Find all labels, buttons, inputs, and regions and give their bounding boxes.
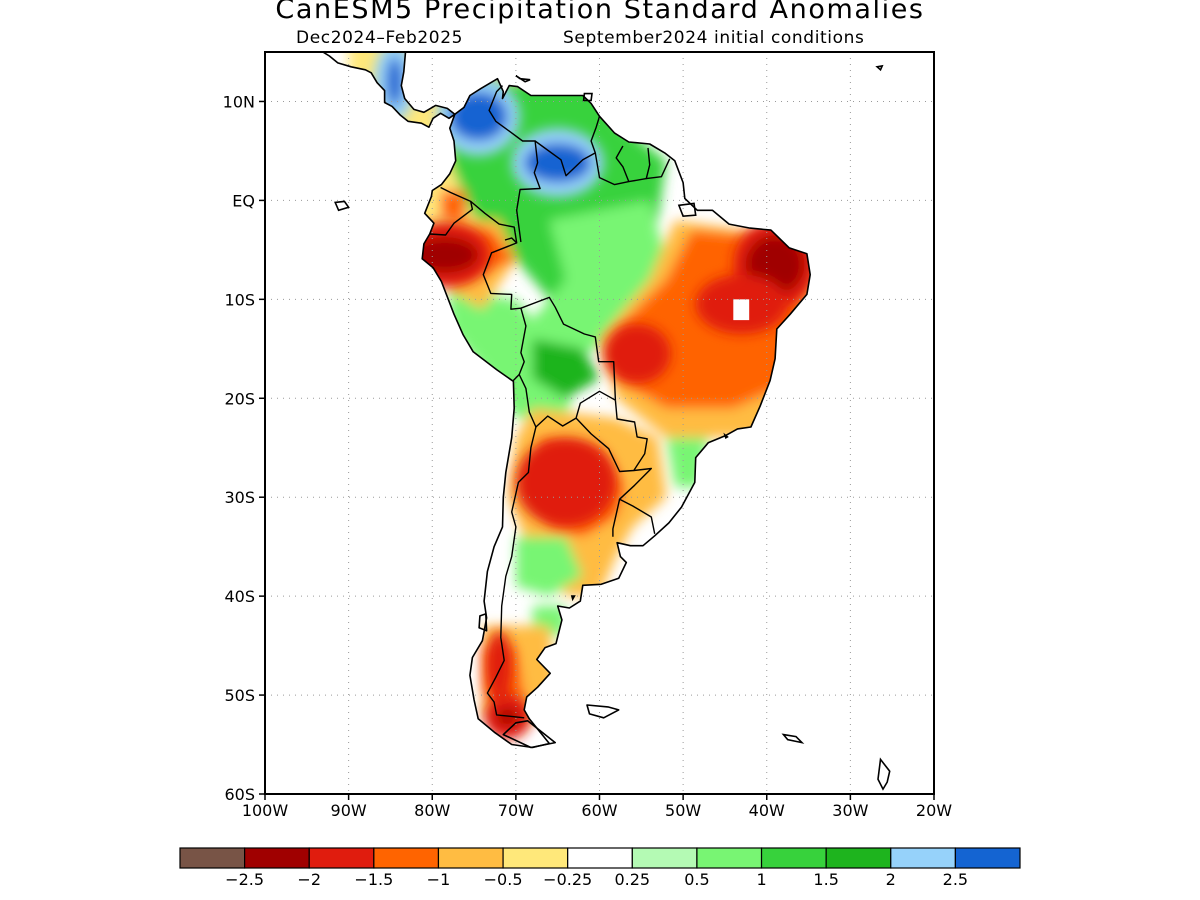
missing-data-cell [733, 299, 750, 321]
island-outline [723, 432, 729, 439]
country-border [575, 400, 648, 473]
y-tick-label: 30S [224, 488, 255, 507]
x-tick-label: 90W [331, 801, 367, 820]
legend-swatch [954, 847, 1021, 869]
legend-swatch [308, 847, 375, 869]
axis-ticks: 100W 90W 80W 70W 60W 50W 40W 30W 20W 10N EQ 10S 20S 3… [223, 92, 953, 820]
coast-outline [502, 720, 556, 749]
anomaly-region-10 [486, 630, 512, 701]
anomaly-region-6 [496, 708, 519, 725]
legend-swatch [437, 847, 504, 869]
island-outline [877, 757, 891, 791]
country-border [646, 158, 671, 180]
anomaly-region-1 [524, 143, 592, 183]
island-outline [875, 64, 884, 72]
x-tick-label: 80W [414, 801, 450, 820]
y-tick-label: EQ [232, 191, 255, 210]
island-outline [582, 92, 593, 102]
country-border [628, 147, 651, 183]
coast-outline [321, 52, 456, 128]
island-outline [334, 200, 350, 212]
legend-label: −1 [427, 870, 451, 889]
island-outline [570, 595, 576, 602]
y-tick-label: 60S [224, 785, 255, 804]
island-outline [677, 202, 697, 218]
legend-label: −2 [297, 870, 321, 889]
legend-swatch [373, 847, 440, 869]
y-tick-label: 50S [224, 686, 255, 705]
legend-swatch [696, 847, 763, 869]
country-border [470, 200, 527, 382]
country-border [518, 374, 616, 428]
country-border [534, 116, 601, 177]
legend-label: 0.25 [614, 870, 650, 889]
legend-label: 0.5 [684, 870, 709, 889]
legend-swatch [760, 847, 827, 869]
island-outline [515, 75, 531, 83]
legend-swatch [179, 847, 246, 869]
anomaly-region-9 [515, 437, 617, 527]
country-border [520, 296, 617, 401]
legend-label: 2 [886, 870, 896, 889]
coast-outline [421, 77, 811, 749]
anomaly-region-3 [411, 237, 479, 273]
map-title: CanESM5 Precipitation Standard Anomalies [275, 0, 925, 25]
country-border [429, 186, 474, 236]
initial-conditions: September2024 initial conditions [563, 28, 865, 48]
x-tick-label: 30W [832, 801, 868, 820]
x-tick-label: 50W [665, 801, 701, 820]
y-tick-label: 10S [224, 290, 255, 309]
country-border [612, 499, 621, 537]
island-outline [781, 733, 805, 744]
y-tick-label: 10N [223, 92, 255, 111]
country-border [504, 237, 518, 244]
country-border [486, 426, 537, 719]
coast-outline [478, 613, 488, 632]
anomaly-region-2 [386, 56, 403, 107]
legend-label: −0.25 [543, 870, 592, 889]
legend-swatch [890, 847, 956, 869]
legend-label: −0.5 [484, 870, 523, 889]
y-tick-label: 40S [224, 587, 255, 606]
legend-label: −2.5 [225, 870, 264, 889]
grid-lines [265, 52, 934, 794]
forecast-period: Dec2024–Feb2025 [296, 28, 464, 48]
y-tick-label: 20S [224, 389, 255, 408]
legend-label: −1.5 [354, 870, 393, 889]
legend-swatch [825, 847, 892, 869]
x-tick-label: 60W [581, 801, 617, 820]
x-tick-label: 70W [498, 801, 534, 820]
coastline [321, 52, 891, 791]
legend-label: 1 [756, 870, 766, 889]
anomaly-region-7 [603, 324, 671, 384]
legend-label: 1.5 [813, 870, 838, 889]
anomaly-region-0 [448, 91, 508, 142]
legend-swatch [502, 847, 569, 869]
legend-swatch [244, 847, 310, 869]
x-tick-label: 100W [242, 801, 289, 820]
legend-swatch [567, 847, 633, 869]
coast-outline [586, 704, 620, 719]
color-legend: −2.5 −2 −1.5 −1 −0.5 −0.25 0.25 0.5 1 1.5 2 2.5 [179, 847, 1021, 889]
x-tick-label: 20W [916, 801, 952, 820]
legend-swatch [631, 847, 698, 869]
legend-label: 2.5 [943, 870, 968, 889]
x-tick-label: 40W [749, 801, 785, 820]
